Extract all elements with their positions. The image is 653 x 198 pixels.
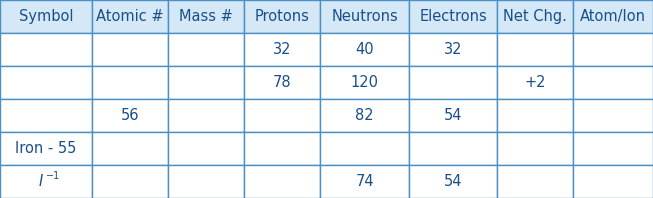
Bar [92, 66, 168, 99]
Bar [168, 0, 244, 33]
Bar [0, 66, 92, 99]
Bar [92, 0, 168, 33]
Bar [0, 0, 92, 33]
Text: 82: 82 [355, 108, 374, 123]
Bar [497, 132, 573, 165]
Bar [244, 132, 321, 165]
Bar [244, 0, 321, 33]
Bar [244, 99, 321, 132]
Bar [409, 66, 497, 99]
Bar [0, 33, 92, 66]
Text: Electrons: Electrons [419, 9, 487, 24]
Bar [573, 33, 653, 66]
Bar [92, 165, 168, 198]
Text: 56: 56 [121, 108, 139, 123]
Bar [0, 132, 92, 165]
Bar [409, 165, 497, 198]
Text: Symbol: Symbol [19, 9, 73, 24]
Bar [409, 0, 497, 33]
Text: +2: +2 [524, 75, 546, 90]
Bar [168, 132, 244, 165]
Bar [321, 0, 409, 33]
Bar [168, 66, 244, 99]
Bar [321, 165, 409, 198]
Text: Iron - 55: Iron - 55 [15, 141, 76, 156]
Bar [92, 132, 168, 165]
Text: 74: 74 [355, 174, 374, 189]
Text: Atomic #: Atomic # [96, 9, 164, 24]
Bar [573, 165, 653, 198]
Bar [497, 99, 573, 132]
Bar [409, 132, 497, 165]
Bar [409, 99, 497, 132]
Bar [168, 99, 244, 132]
Bar [497, 66, 573, 99]
Bar [409, 33, 497, 66]
Bar [573, 66, 653, 99]
Bar [497, 0, 573, 33]
Bar [0, 165, 92, 198]
Bar [0, 99, 92, 132]
Bar [321, 132, 409, 165]
Text: 32: 32 [273, 42, 291, 57]
Text: 40: 40 [355, 42, 374, 57]
Bar [573, 99, 653, 132]
Bar [321, 66, 409, 99]
Bar [573, 0, 653, 33]
Bar [244, 66, 321, 99]
Text: 32: 32 [444, 42, 462, 57]
Bar [497, 165, 573, 198]
Bar [321, 99, 409, 132]
Text: Net Chg.: Net Chg. [503, 9, 567, 24]
Text: Mass #: Mass # [179, 9, 233, 24]
Bar [244, 33, 321, 66]
Bar [168, 33, 244, 66]
Text: 54: 54 [444, 174, 462, 189]
Text: 54: 54 [444, 108, 462, 123]
Text: I: I [39, 174, 42, 189]
Bar [92, 99, 168, 132]
Bar [321, 33, 409, 66]
Text: Atom/Ion: Atom/Ion [581, 9, 646, 24]
Text: −1: −1 [46, 170, 60, 181]
Bar [92, 33, 168, 66]
Text: 78: 78 [273, 75, 292, 90]
Bar [573, 132, 653, 165]
Bar [168, 165, 244, 198]
Text: Neutrons: Neutrons [331, 9, 398, 24]
Text: Protons: Protons [255, 9, 310, 24]
Bar [244, 165, 321, 198]
Bar [497, 33, 573, 66]
Text: 120: 120 [351, 75, 379, 90]
